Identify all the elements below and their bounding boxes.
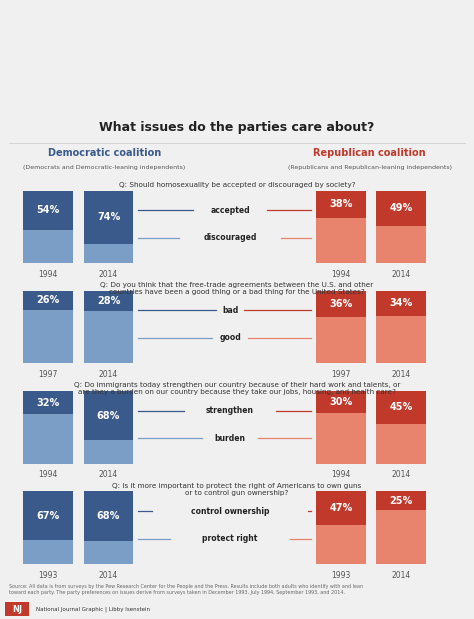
Bar bbox=[23, 310, 73, 363]
Bar bbox=[84, 191, 133, 244]
Bar bbox=[376, 424, 426, 464]
Bar bbox=[316, 491, 365, 526]
Text: 1994: 1994 bbox=[38, 270, 58, 279]
Text: burden: burden bbox=[215, 434, 246, 443]
Bar bbox=[316, 191, 365, 218]
Text: 25%: 25% bbox=[390, 495, 413, 506]
Text: discouraged: discouraged bbox=[203, 233, 257, 242]
Bar bbox=[376, 509, 426, 564]
Bar bbox=[376, 291, 426, 316]
Text: 28%: 28% bbox=[97, 296, 120, 306]
Text: protect right: protect right bbox=[202, 534, 258, 543]
Bar bbox=[84, 440, 133, 464]
Text: NJ: NJ bbox=[12, 605, 22, 613]
Bar bbox=[23, 491, 73, 540]
Text: 38%: 38% bbox=[329, 199, 353, 209]
Bar bbox=[23, 230, 73, 263]
Bar bbox=[23, 191, 73, 230]
Bar bbox=[376, 226, 426, 263]
Bar bbox=[23, 414, 73, 464]
Text: 2014: 2014 bbox=[99, 370, 118, 379]
Text: 2014: 2014 bbox=[392, 571, 411, 579]
Bar bbox=[376, 391, 426, 424]
Text: 74%: 74% bbox=[97, 212, 120, 222]
Text: Q: Should homosexuality be accepted or discouraged by society?: Q: Should homosexuality be accepted or d… bbox=[118, 182, 356, 188]
Text: 1994: 1994 bbox=[331, 470, 350, 479]
Bar bbox=[5, 602, 29, 616]
Text: 45%: 45% bbox=[390, 402, 413, 412]
Bar bbox=[84, 311, 133, 363]
Text: Source: All data is from surveys by the Pew Research Center for the People and t: Source: All data is from surveys by the … bbox=[9, 584, 364, 595]
Text: National Journal Graphic | Libby Isenstein: National Journal Graphic | Libby Isenste… bbox=[36, 607, 150, 612]
Bar bbox=[84, 491, 133, 540]
Text: 1994: 1994 bbox=[38, 470, 58, 479]
Text: (Republicans and Republican-leaning independents): (Republicans and Republican-leaning inde… bbox=[288, 165, 452, 170]
Bar bbox=[316, 413, 365, 464]
Bar bbox=[84, 291, 133, 311]
Text: 1994: 1994 bbox=[331, 270, 350, 279]
Text: (Democrats and Democratic-leaning independents): (Democrats and Democratic-leaning indepe… bbox=[23, 165, 185, 170]
Text: What issues do the parties care about?: What issues do the parties care about? bbox=[100, 121, 374, 134]
Text: 1997: 1997 bbox=[38, 370, 58, 379]
Text: Republican coalition: Republican coalition bbox=[313, 148, 426, 158]
Text: Q: Do immigrants today strengthen our country because of their hard work and tal: Q: Do immigrants today strengthen our co… bbox=[74, 383, 400, 396]
Text: 2014: 2014 bbox=[99, 571, 118, 579]
Text: 49%: 49% bbox=[390, 204, 413, 214]
Text: good: good bbox=[219, 334, 241, 342]
Text: Q: Do you think that the free-trade agreements between the U.S. and other
countr: Q: Do you think that the free-trade agre… bbox=[100, 282, 374, 295]
Bar bbox=[84, 540, 133, 564]
Bar bbox=[376, 491, 426, 509]
Bar bbox=[23, 540, 73, 564]
Text: control ownership: control ownership bbox=[191, 506, 269, 516]
Bar bbox=[316, 391, 365, 413]
Text: 2014: 2014 bbox=[99, 270, 118, 279]
Bar bbox=[23, 291, 73, 310]
Text: 54%: 54% bbox=[36, 205, 60, 215]
Text: 2014: 2014 bbox=[392, 370, 411, 379]
Text: 67%: 67% bbox=[36, 511, 60, 521]
Text: strengthen: strengthen bbox=[206, 406, 254, 415]
Text: 2014: 2014 bbox=[99, 470, 118, 479]
Text: 34%: 34% bbox=[390, 298, 413, 308]
Text: Q: Is it more important to protect the right of Americans to own guns
or to cont: Q: Is it more important to protect the r… bbox=[112, 483, 362, 496]
Text: Democratic coalition: Democratic coalition bbox=[48, 148, 161, 158]
Bar bbox=[316, 526, 365, 564]
Text: 36%: 36% bbox=[329, 299, 353, 309]
Text: 1993: 1993 bbox=[331, 571, 350, 579]
Bar bbox=[376, 316, 426, 363]
Bar bbox=[84, 391, 133, 440]
Text: 2014: 2014 bbox=[392, 270, 411, 279]
Text: 68%: 68% bbox=[97, 411, 120, 421]
Bar bbox=[376, 191, 426, 226]
Bar bbox=[84, 244, 133, 263]
Text: bad: bad bbox=[222, 306, 238, 315]
Text: 30%: 30% bbox=[329, 397, 353, 407]
Text: accepted: accepted bbox=[210, 206, 250, 215]
Text: 1993: 1993 bbox=[38, 571, 58, 579]
Text: 68%: 68% bbox=[97, 511, 120, 521]
Text: 47%: 47% bbox=[329, 503, 353, 514]
Text: 32%: 32% bbox=[36, 398, 60, 408]
Bar bbox=[316, 317, 365, 363]
Bar bbox=[316, 218, 365, 263]
Text: 1997: 1997 bbox=[331, 370, 350, 379]
Text: 2014: 2014 bbox=[392, 470, 411, 479]
Bar bbox=[316, 291, 365, 317]
Bar bbox=[23, 391, 73, 414]
Text: 26%: 26% bbox=[36, 295, 60, 305]
